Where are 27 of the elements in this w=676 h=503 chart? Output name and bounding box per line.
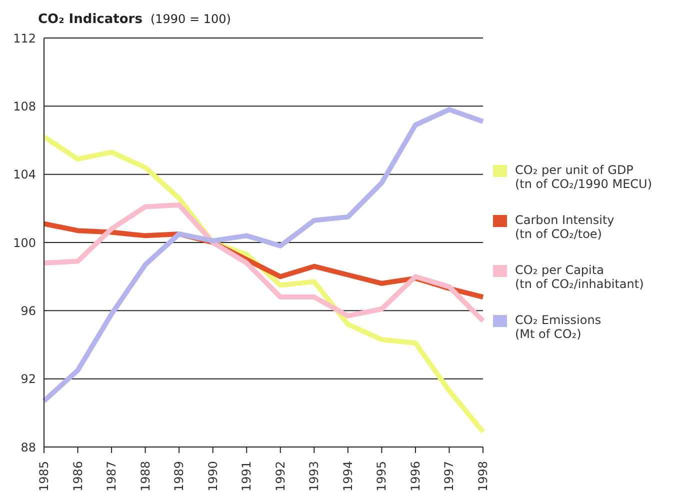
- y-tick-label: 104: [13, 168, 36, 182]
- legend-label: Carbon Intensity (tn of CO₂/toe): [515, 212, 614, 240]
- x-tick-label: 1988: [138, 461, 152, 492]
- x-tick-label: 1994: [340, 461, 355, 492]
- y-tick-label: 100: [13, 236, 36, 250]
- y-tick-label: 96: [20, 304, 36, 318]
- x-tick-label: 1998: [476, 461, 490, 492]
- y-tick-label: 92: [20, 372, 36, 386]
- chart-title: CO₂ Indicators: [38, 12, 142, 27]
- legend-label: CO₂ per unit of GDP (tn of CO₂/1990 MECU): [515, 162, 652, 190]
- x-tick-label: 1996: [408, 461, 422, 492]
- x-tick-label: 1990: [206, 461, 220, 492]
- x-tick-label: 1985: [37, 461, 51, 492]
- y-tick-label: 88: [20, 440, 36, 454]
- y-tick-label: 108: [13, 99, 36, 114]
- chart-subtitle: (1990 = 100): [150, 12, 231, 26]
- legend-label: CO₂ Emissions (Mt of CO₂): [515, 312, 602, 340]
- x-tick-label: 1991: [240, 461, 254, 492]
- x-tick-label: 1992: [273, 461, 288, 492]
- x-tick-label: 1987: [104, 461, 119, 492]
- y-tick-label: 112: [13, 31, 36, 46]
- x-tick-label: 1997: [442, 461, 456, 492]
- x-tick-label: 1993: [307, 461, 322, 492]
- legend-label: CO₂ per Capita (tn of CO₂/inhabitant): [515, 262, 644, 290]
- x-tick-label: 1986: [70, 461, 85, 492]
- x-tick-label: 1995: [374, 461, 389, 492]
- x-tick-label: 1989: [172, 461, 186, 492]
